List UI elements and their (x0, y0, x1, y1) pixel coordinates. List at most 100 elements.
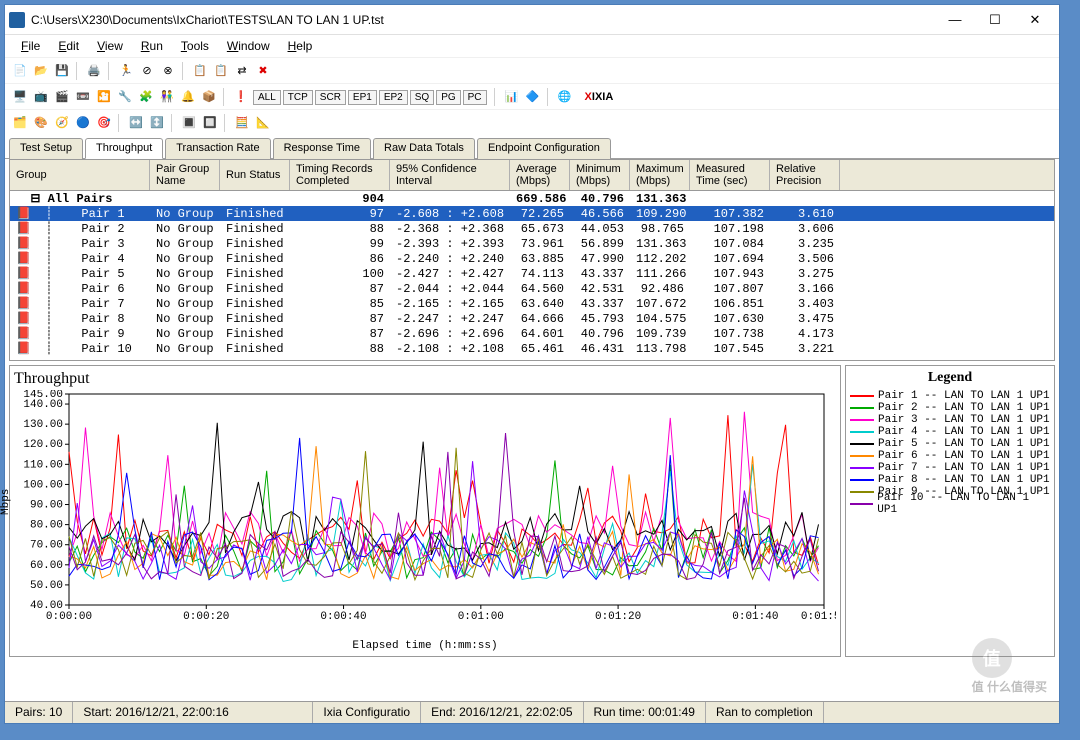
col-header[interactable]: Group (10, 160, 150, 190)
tabs: Test SetupThroughputTransaction RateResp… (5, 137, 1059, 159)
filter-all[interactable]: ALL (253, 90, 281, 105)
t2-icon[interactable]: 🧩 (137, 88, 155, 106)
t3-icon[interactable]: 🎨 (32, 114, 50, 132)
table-row[interactable]: 📕 ┊ Pair 9 No GroupFinished87-2.696 : +2… (10, 326, 1054, 341)
open-icon[interactable]: 📂 (32, 62, 50, 80)
globe-icon[interactable]: 🌐 (556, 88, 574, 106)
tab-test-setup[interactable]: Test Setup (9, 138, 83, 159)
info-icon[interactable]: ❗ (232, 88, 250, 106)
col-header[interactable]: 95% Confidence Interval (390, 160, 510, 190)
t3-icon[interactable]: 🗂️ (11, 114, 29, 132)
status-cfg: Ixia Configuratio (313, 702, 421, 723)
t3-icon[interactable]: 🧮 (233, 114, 251, 132)
app-icon (9, 12, 25, 28)
abort-icon[interactable]: ⊗ (159, 62, 177, 80)
run-icon[interactable]: 🏃 (117, 62, 135, 80)
t2-icon[interactable]: 🖥️ (11, 88, 29, 106)
swap-icon[interactable]: ⇄ (233, 62, 251, 80)
t3-icon[interactable]: 🔳 (180, 114, 198, 132)
legend-item: Pair 1 -- LAN TO LAN 1 UP1 (850, 390, 1050, 402)
t2-icon[interactable]: 🔷 (524, 88, 542, 106)
t3-icon[interactable]: 🧭 (53, 114, 71, 132)
chart: 40.0050.0060.0070.0080.0090.00100.00110.… (14, 390, 836, 640)
print-icon[interactable]: 🖨️ (85, 62, 103, 80)
t2-icon[interactable]: 🔔 (179, 88, 197, 106)
filter-ep2[interactable]: EP2 (379, 90, 408, 105)
filter-scr[interactable]: SCR (315, 90, 346, 105)
del-icon[interactable]: ✖ (254, 62, 272, 80)
svg-text:0:00:40: 0:00:40 (320, 611, 366, 623)
menu-help[interactable]: Help (280, 37, 321, 55)
t2-icon[interactable]: 👫 (158, 88, 176, 106)
svg-text:0:01:50: 0:01:50 (801, 611, 836, 623)
t2-icon[interactable]: 🎦 (95, 88, 113, 106)
table-row[interactable]: 📕 ┊ Pair 10No GroupFinished88-2.108 : +2… (10, 341, 1054, 356)
copy-icon[interactable]: 📋 (191, 62, 209, 80)
menu-tools[interactable]: Tools (173, 37, 217, 55)
save-icon[interactable]: 💾 (53, 62, 71, 80)
table-row[interactable]: 📕 ┊ Pair 3 No GroupFinished99-2.393 : +2… (10, 236, 1054, 251)
svg-text:70.00: 70.00 (30, 540, 63, 552)
t2-icon[interactable]: 🎬 (53, 88, 71, 106)
legend-panel: Legend Pair 1 -- LAN TO LAN 1 UP1Pair 2 … (845, 365, 1055, 657)
t2-icon[interactable]: 📼 (74, 88, 92, 106)
watermark: 值 值 什么值得买 (972, 638, 1047, 695)
col-header[interactable]: Relative Precision (770, 160, 840, 190)
new-icon[interactable]: 📄 (11, 62, 29, 80)
col-header[interactable]: Maximum (Mbps) (630, 160, 690, 190)
filter-sq[interactable]: SQ (410, 90, 434, 105)
t2-icon[interactable]: 📊 (503, 88, 521, 106)
status-result: Ran to completion (706, 702, 824, 723)
tab-endpoint-configuration[interactable]: Endpoint Configuration (477, 138, 611, 159)
legend-item: Pair 7 -- LAN TO LAN 1 UP1 (850, 462, 1050, 474)
filter-tcp[interactable]: TCP (283, 90, 313, 105)
grid-body[interactable]: ⊟ All Pairs904669.58640.796131.363📕 ┊ Pa… (9, 191, 1055, 361)
t3-icon[interactable]: 🔲 (201, 114, 219, 132)
col-header[interactable]: Average (Mbps) (510, 160, 570, 190)
tab-transaction-rate[interactable]: Transaction Rate (165, 138, 270, 159)
filter-pg[interactable]: PG (436, 90, 460, 105)
table-row[interactable]: 📕 ┊ Pair 5 No GroupFinished100-2.427 : +… (10, 266, 1054, 281)
tab-raw-data-totals[interactable]: Raw Data Totals (373, 138, 475, 159)
table-row[interactable]: 📕 ┊ Pair 6 No GroupFinished87-2.044 : +2… (10, 281, 1054, 296)
svg-text:110.00: 110.00 (23, 459, 63, 471)
close-button[interactable]: ✕ (1015, 6, 1055, 34)
tab-throughput[interactable]: Throughput (85, 138, 163, 159)
t3-icon[interactable]: 🔵 (74, 114, 92, 132)
minimize-button[interactable]: — (935, 6, 975, 34)
menu-window[interactable]: Window (219, 37, 278, 55)
paste-icon[interactable]: 📋 (212, 62, 230, 80)
t3-icon[interactable]: 🎯 (95, 114, 113, 132)
table-row[interactable]: 📕 ┊ Pair 2 No GroupFinished88-2.368 : +2… (10, 221, 1054, 236)
svg-text:0:00:00: 0:00:00 (46, 611, 92, 623)
table-row[interactable]: 📕 ┊ Pair 4 No GroupFinished86-2.240 : +2… (10, 251, 1054, 266)
maximize-button[interactable]: ☐ (975, 6, 1015, 34)
titlebar: C:\Users\X230\Documents\IxChariot\TESTS\… (5, 5, 1059, 35)
t2-icon[interactable]: 📦 (200, 88, 218, 106)
tab-response-time[interactable]: Response Time (273, 138, 371, 159)
col-header[interactable]: Measured Time (sec) (690, 160, 770, 190)
menu-edit[interactable]: Edit (50, 37, 87, 55)
col-header[interactable]: Run Status (220, 160, 290, 190)
t2-icon[interactable]: 📺 (32, 88, 50, 106)
menu-run[interactable]: Run (133, 37, 171, 55)
svg-text:0:01:20: 0:01:20 (595, 611, 641, 623)
status-start: Start: 2016/12/21, 22:00:16 (73, 702, 313, 723)
col-header[interactable]: Minimum (Mbps) (570, 160, 630, 190)
t2-icon[interactable]: 🔧 (116, 88, 134, 106)
menu-file[interactable]: File (13, 37, 48, 55)
all-pairs-row[interactable]: ⊟ All Pairs904669.58640.796131.363 (10, 191, 1054, 206)
svg-text:0:00:20: 0:00:20 (183, 611, 229, 623)
col-header[interactable]: Timing Records Completed (290, 160, 390, 190)
table-row[interactable]: 📕 ┊ Pair 8 No GroupFinished87-2.247 : +2… (10, 311, 1054, 326)
stop-icon[interactable]: ⊘ (138, 62, 156, 80)
t3-icon[interactable]: ↕️ (148, 114, 166, 132)
t3-icon[interactable]: ↔️ (127, 114, 145, 132)
col-header[interactable]: Pair Group Name (150, 160, 220, 190)
table-row[interactable]: 📕 ┊ Pair 1 No GroupFinished97-2.608 : +2… (10, 206, 1054, 221)
table-row[interactable]: 📕 ┊ Pair 7 No GroupFinished85-2.165 : +2… (10, 296, 1054, 311)
t3-icon[interactable]: 📐 (254, 114, 272, 132)
filter-ep1[interactable]: EP1 (348, 90, 377, 105)
menu-view[interactable]: View (89, 37, 131, 55)
filter-pc[interactable]: PC (463, 90, 487, 105)
